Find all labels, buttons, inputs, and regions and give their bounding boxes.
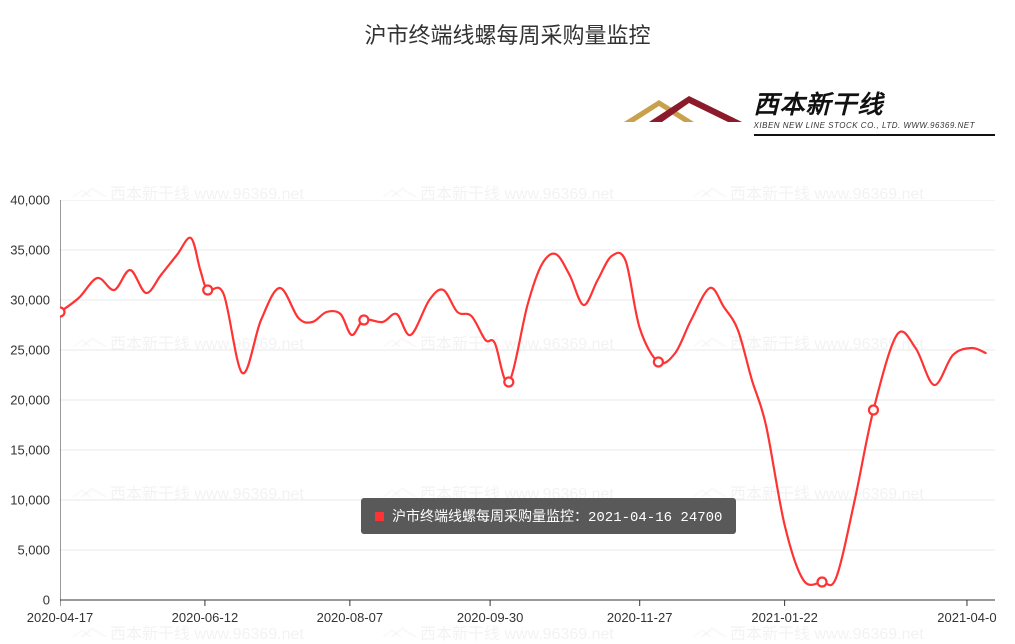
- y-tick-label: 0: [0, 593, 50, 608]
- x-tick-label: 2020-04-17: [27, 610, 94, 625]
- y-tick-label: 30,000: [0, 293, 50, 308]
- mountain-icon: [614, 90, 744, 126]
- chart-area: 05,00010,00015,00020,00025,00030,00035,0…: [60, 200, 995, 600]
- x-tick-label: 2021-04-0: [937, 610, 996, 625]
- x-tick-label: 2020-06-12: [172, 610, 239, 625]
- logo-underline: [754, 134, 995, 136]
- logo-sub-text: XIBEN NEW LINE STOCK CO., LTD. WWW.96369…: [754, 121, 975, 130]
- y-tick-label: 35,000: [0, 243, 50, 258]
- x-tick-label: 2021-01-22: [751, 610, 818, 625]
- legend-tooltip: 沪市终端线螺每周采购量监控：2021-04-16 24700: [361, 498, 736, 534]
- y-tick-label: 10,000: [0, 493, 50, 508]
- y-tick-label: 5,000: [0, 543, 50, 558]
- y-tick-label: 40,000: [0, 193, 50, 208]
- y-tick-label: 20,000: [0, 393, 50, 408]
- x-tick-label: 2020-08-07: [317, 610, 384, 625]
- legend-text: 沪市终端线螺每周采购量监控：2021-04-16 24700: [392, 506, 722, 526]
- x-tick-label: 2020-09-30: [457, 610, 524, 625]
- chart-title-text: 沪市终端线螺每周采购量监控: [364, 23, 650, 48]
- line-chart: [60, 200, 995, 612]
- x-tick-label: 2020-11-27: [607, 610, 673, 625]
- logo-main-text: 西本新干线: [754, 85, 975, 121]
- brand-logo: 西本新干线 XIBEN NEW LINE STOCK CO., LTD. WWW…: [614, 85, 975, 130]
- y-tick-label: 15,000: [0, 443, 50, 458]
- y-tick-label: 25,000: [0, 343, 50, 358]
- chart-title: 沪市终端线螺每周采购量监控: [0, 0, 1015, 50]
- legend-marker-icon: [375, 512, 384, 521]
